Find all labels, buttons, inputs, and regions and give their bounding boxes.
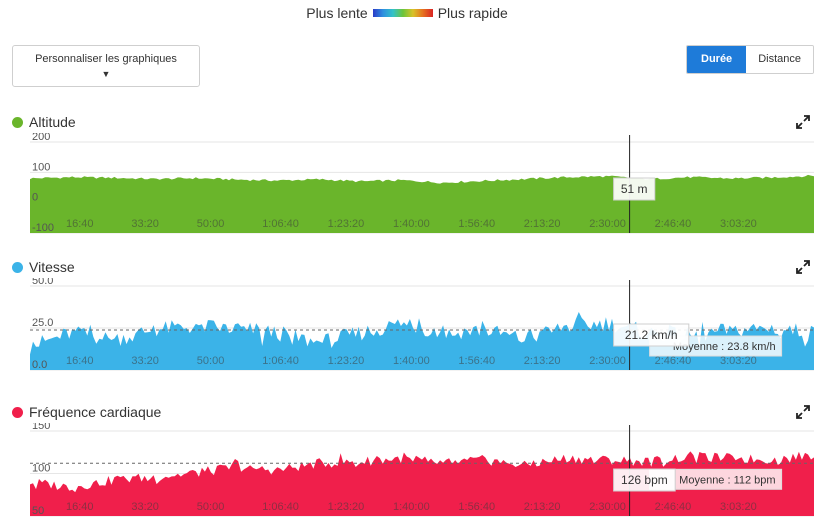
- x-tick-label: 3:03:20: [720, 355, 757, 367]
- y-tick-label: 25.0: [32, 317, 53, 329]
- x-tick-label: 1:06:40: [262, 355, 299, 367]
- speed-color-dot: [12, 261, 23, 273]
- heart-rate-color-dot: [12, 406, 23, 418]
- speed-chart-title: Vitesse: [12, 258, 75, 276]
- x-tick-label: 33:20: [131, 501, 159, 513]
- x-tick-label: 1:56:40: [458, 501, 495, 513]
- altitude-chart-title: Altitude: [12, 113, 76, 131]
- x-tick-label: 1:40:00: [393, 218, 430, 230]
- y-tick-label: 150: [32, 423, 50, 432]
- x-tick-label: 1:23:20: [328, 218, 365, 230]
- altitude-color-dot: [12, 116, 23, 128]
- x-tick-label: 16:40: [66, 501, 94, 513]
- y-tick-label: 0.0: [32, 359, 47, 371]
- x-tick-label: 2:30:00: [589, 501, 626, 513]
- x-tick-label: 1:56:40: [458, 218, 495, 230]
- tooltip-box: [613, 177, 656, 201]
- y-tick-label: 100: [32, 161, 50, 173]
- toggle-duration-button[interactable]: Durée: [687, 46, 747, 73]
- x-tick-label: 2:46:40: [655, 501, 692, 513]
- x-tick-label: 2:46:40: [655, 355, 692, 367]
- expand-icon[interactable]: [796, 115, 810, 129]
- x-tick-label: 1:23:20: [328, 501, 365, 513]
- heart-rate-chart-title: Fréquence cardiaque: [12, 403, 161, 421]
- speed-color-legend: Plus lente Plus rapide: [0, 4, 814, 22]
- customize-charts-label: Personnaliser les graphiques: [35, 53, 177, 65]
- x-tick-label: 2:13:20: [524, 501, 561, 513]
- y-tick-label: -100: [32, 222, 54, 234]
- caret-down-icon: ▼: [101, 69, 111, 79]
- speed-chart[interactable]: 50.0 25.0 0.0 16:40 33:20 50:00 1:06:40 1:23:20…: [0, 278, 814, 372]
- tooltip-box: [613, 468, 676, 492]
- x-tick-label: 50:00: [197, 218, 225, 230]
- expand-icon[interactable]: [796, 260, 810, 274]
- y-tick-label: 50.0: [32, 278, 53, 287]
- x-tick-label: 2:30:00: [589, 355, 626, 367]
- average-label: Moyenne : 112 bpm: [679, 474, 775, 486]
- x-tick-label: 1:06:40: [262, 218, 299, 230]
- series-area: [30, 312, 814, 370]
- x-tick-label: 2:13:20: [524, 355, 561, 367]
- speed-title-label: Vitesse: [29, 259, 75, 275]
- tooltip-box: [613, 323, 690, 347]
- y-tick-label: 0: [32, 192, 38, 204]
- x-tick-label: 1:40:00: [393, 355, 430, 367]
- x-axis-mode-toggle[interactable]: Durée Distance: [686, 45, 814, 74]
- customize-charts-button[interactable]: Personnaliser les graphiques ▼: [12, 45, 200, 87]
- x-tick-label: 50:00: [197, 501, 225, 513]
- x-tick-label: 2:46:40: [655, 218, 692, 230]
- x-tick-label: 50:00: [197, 355, 225, 367]
- x-tick-label: 2:13:20: [524, 218, 561, 230]
- series-area: [30, 451, 814, 516]
- tooltip-value: 51 m: [621, 182, 648, 196]
- toggle-distance-button[interactable]: Distance: [746, 46, 813, 73]
- average-label: Moyenne : 23.8 km/h: [673, 341, 776, 353]
- y-tick-label: 200: [32, 133, 50, 143]
- expand-icon[interactable]: [796, 405, 810, 419]
- heart-rate-chart[interactable]: 150 100 50 16:40 33:20 50:00 1:06:40 1:23:20 1:4…: [0, 423, 814, 519]
- heart-rate-title-label: Fréquence cardiaque: [29, 404, 162, 420]
- x-tick-label: 1:23:20: [328, 355, 365, 367]
- x-tick-label: 2:30:00: [589, 218, 626, 230]
- x-tick-label: 1:56:40: [458, 355, 495, 367]
- x-tick-label: 16:40: [66, 218, 94, 230]
- y-tick-label: 100: [32, 463, 50, 475]
- x-tick-label: 16:40: [66, 355, 94, 367]
- x-tick-label: 33:20: [131, 218, 159, 230]
- x-tick-label: 1:06:40: [262, 501, 299, 513]
- y-tick-label: 50: [32, 505, 44, 517]
- tooltip-value: 21.2 km/h: [625, 328, 678, 342]
- speed-gradient-bar: [372, 9, 433, 17]
- x-tick-label: 3:03:20: [720, 501, 757, 513]
- legend-slow-label: Plus lente: [306, 5, 368, 21]
- altitude-chart[interactable]: 200 100 0 -100 16:40 33:20 50:00 1:06:40 1:23:20…: [0, 133, 814, 235]
- x-tick-label: 3:03:20: [720, 218, 757, 230]
- tooltip-value: 126 bpm: [621, 473, 668, 487]
- x-tick-label: 33:20: [131, 355, 159, 367]
- altitude-title-label: Altitude: [29, 114, 76, 130]
- x-tick-label: 1:40:00: [393, 501, 430, 513]
- legend-fast-label: Plus rapide: [437, 5, 508, 21]
